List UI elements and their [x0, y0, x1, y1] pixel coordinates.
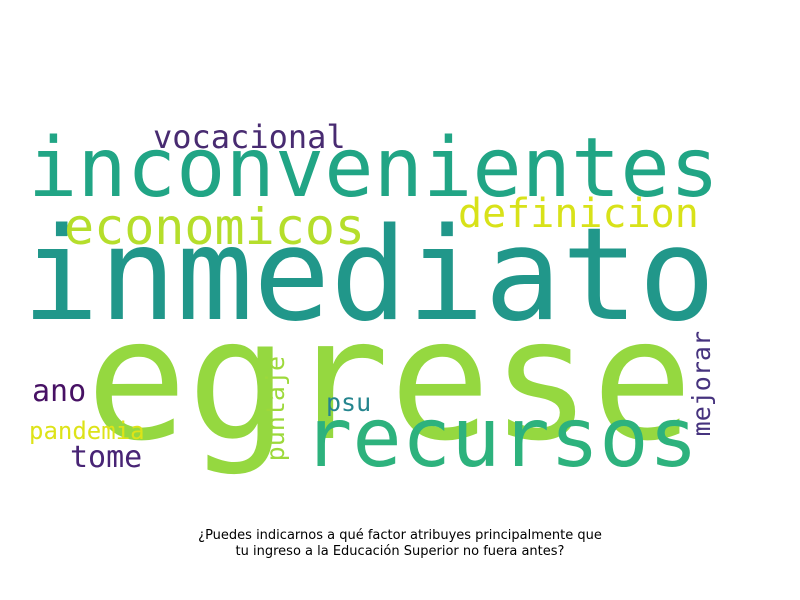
caption-line-1: ¿Puedes indicarnos a qué factor atribuye…	[198, 528, 602, 543]
word-tome: tome	[70, 440, 143, 475]
chart-caption: ¿Puedes indicarnos a qué factor atribuye…	[100, 528, 700, 560]
word-psu: psu	[326, 388, 372, 417]
word-pandemia: pandemia	[29, 417, 145, 445]
word-inmediato: inmediato	[22, 201, 716, 350]
word-inconvenientes: inconvenientes	[28, 121, 720, 216]
word-economicos: economicos	[64, 198, 366, 256]
word-vocacional: vocacional	[153, 118, 346, 156]
word-recursos: recursos	[303, 391, 698, 486]
word-definicion: definicion	[458, 191, 699, 237]
caption-line-2: tu ingreso a la Educación Superior no fu…	[235, 544, 565, 559]
word-mejorar: mejorar	[687, 331, 716, 437]
word-ano: ano	[32, 374, 87, 409]
word-puntaje: puntaje	[261, 356, 290, 462]
word-egrese: egrese	[86, 282, 693, 478]
